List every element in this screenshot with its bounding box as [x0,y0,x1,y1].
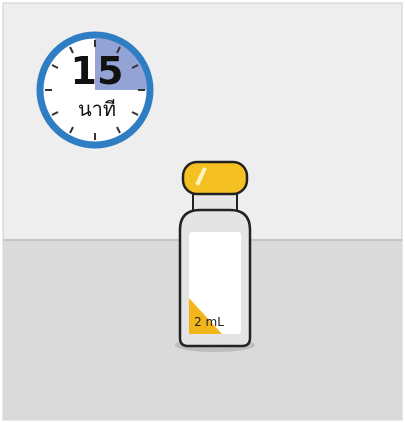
vial: 2 mL [175,162,255,352]
timer-unit: นาที [78,97,116,121]
vial-volume-label: 2 mL [194,315,224,329]
vial-cap [183,162,247,194]
illustration: 15 นาที 2 mL [0,0,405,423]
timer-number: 15 [71,49,124,93]
timer: 15 นาที [40,35,150,145]
